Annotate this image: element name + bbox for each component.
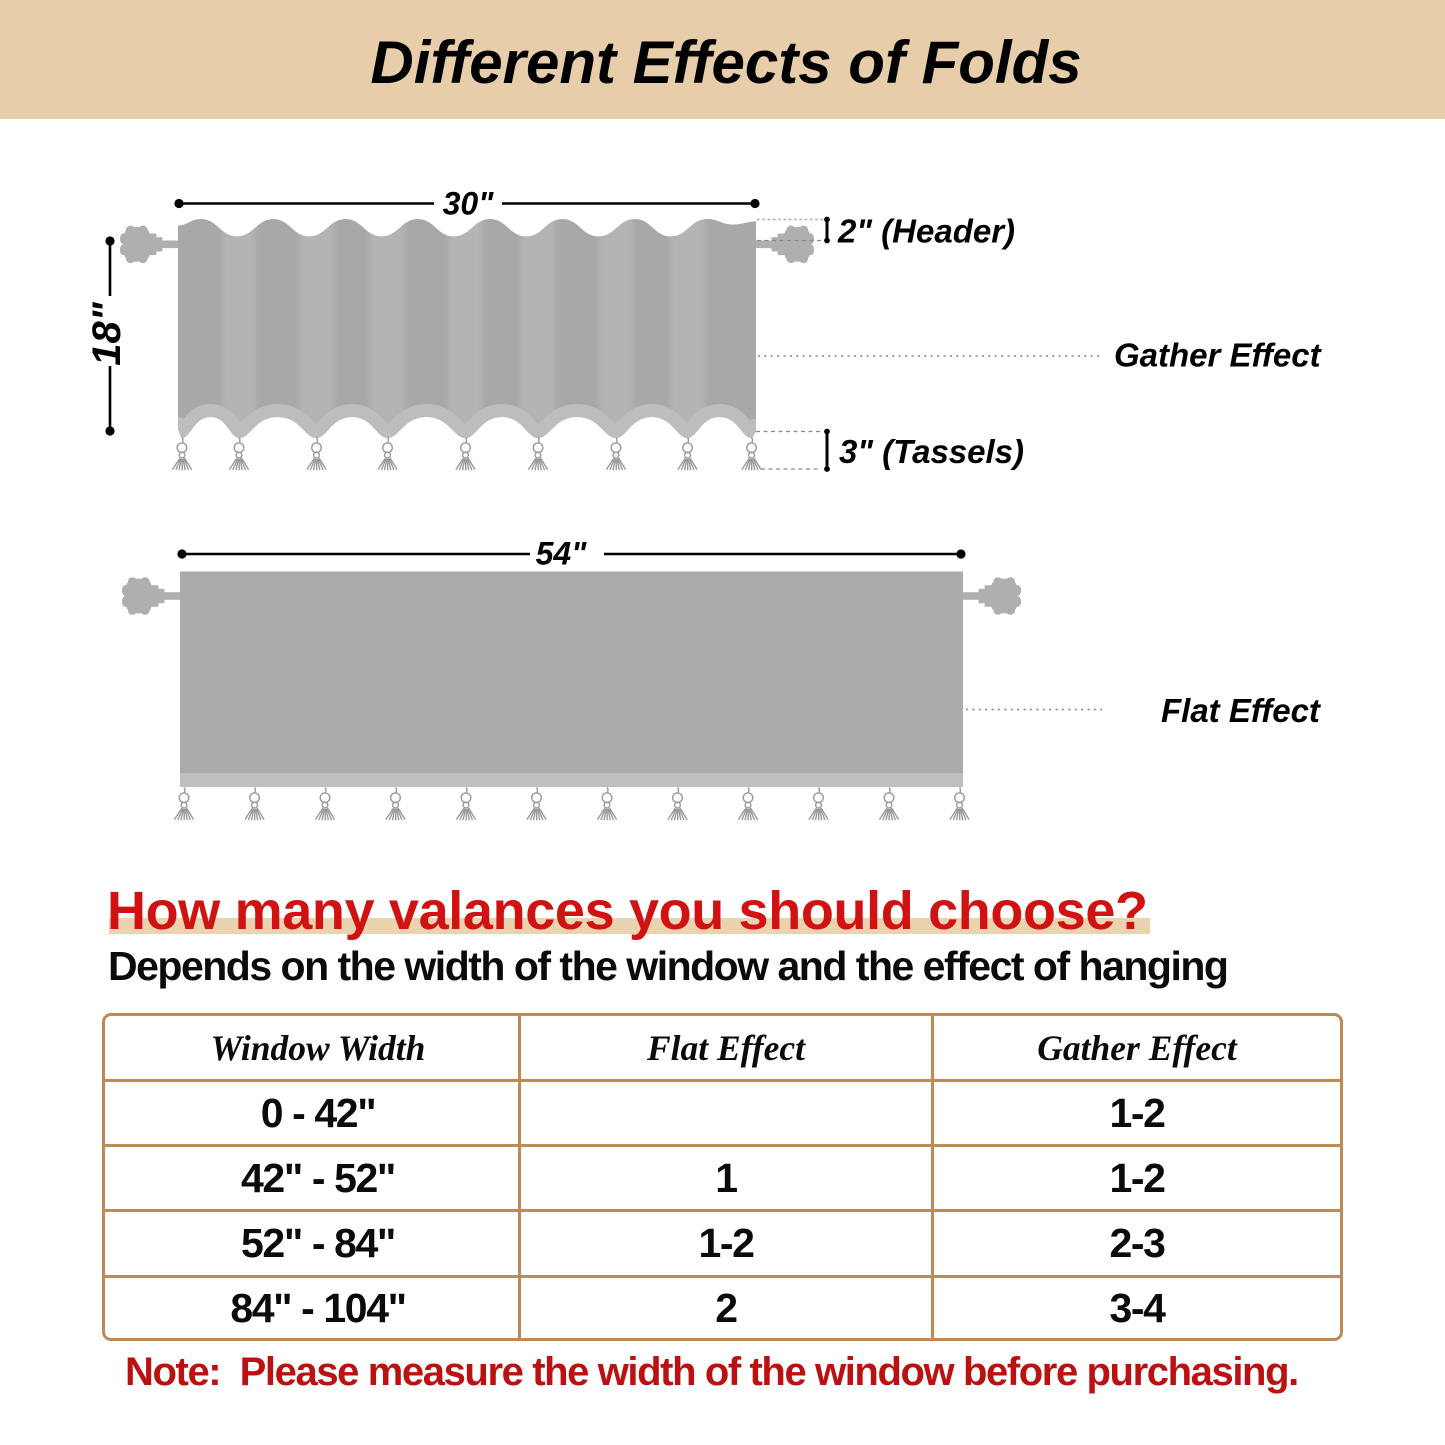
svg-text:54": 54" [536,536,588,572]
svg-text:Flat Effect: Flat Effect [1161,692,1322,729]
svg-text:30": 30" [443,186,495,222]
svg-text:18": 18" [85,301,129,365]
svg-text:3" (Tassels): 3" (Tassels) [839,433,1024,470]
svg-text:Gather Effect: Gather Effect [1114,337,1323,374]
svg-text:2" (Header): 2" (Header) [837,213,1015,250]
